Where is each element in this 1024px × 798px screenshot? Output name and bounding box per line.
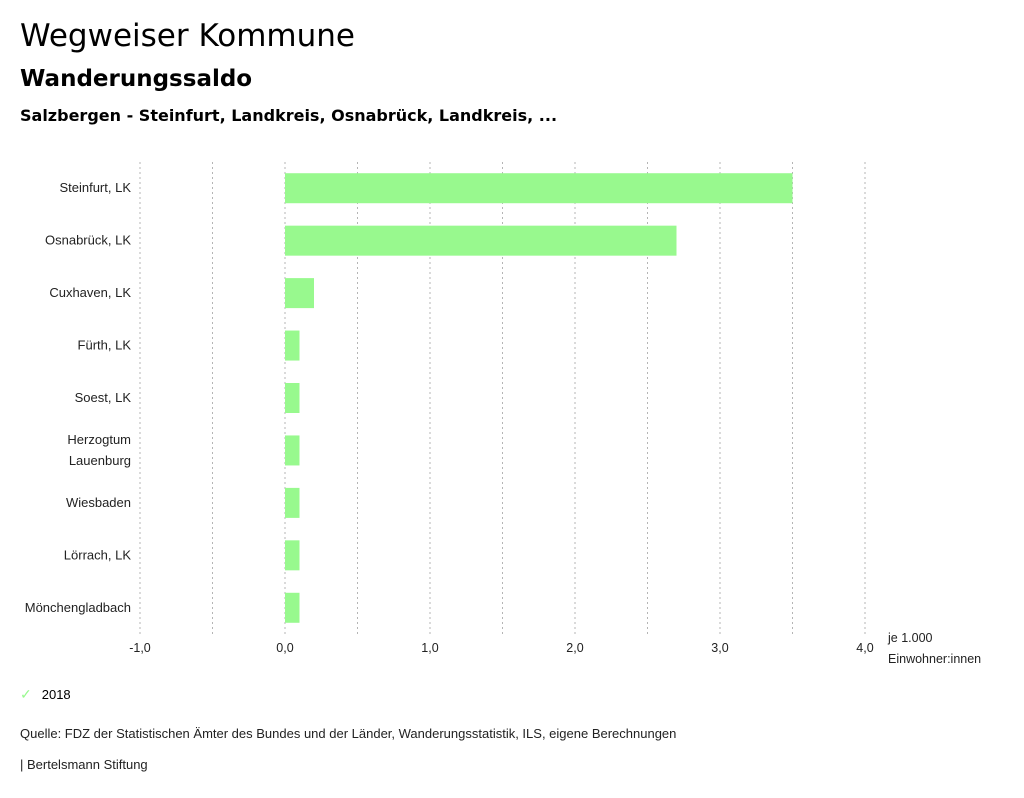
category-label: Cuxhaven, LK — [49, 285, 131, 300]
category-label: Soest, LK — [75, 390, 132, 405]
page-title: Wegweiser Kommune — [20, 18, 355, 54]
x-axis-tick-labels: -1,0 0,0 1,0 2,0 3,0 4,0 — [129, 641, 874, 655]
legend-item-2018[interactable]: ✓ 2018 — [20, 686, 71, 703]
bar-chart: Steinfurt, LK Osnabrück, LK Cuxhaven, LK Fü… — [25, 162, 874, 655]
x-tick-label: -1,0 — [129, 641, 151, 655]
x-tick-label: 1,0 — [421, 641, 438, 655]
bar[interactable] — [285, 173, 793, 204]
category-label: Steinfurt, LK — [59, 180, 131, 195]
x-tick-label: 4,0 — [856, 641, 873, 655]
bar[interactable] — [285, 540, 300, 571]
check-icon: ✓ — [20, 686, 32, 702]
bar[interactable] — [285, 225, 677, 256]
bar[interactable] — [285, 435, 300, 466]
unit-line-1: je 1.000 — [888, 631, 933, 645]
bars — [285, 173, 793, 623]
indicator-title: Wanderungssaldo — [20, 66, 253, 92]
category-label: Fürth, LK — [78, 338, 132, 353]
category-label: Osnabrück, LK — [45, 233, 131, 248]
source-note: Quelle: FDZ der Statistischen Ämter des … — [20, 726, 677, 741]
category-label: Lauenburg — [69, 453, 131, 468]
category-label: Herzogtum — [67, 432, 131, 447]
category-label: Mönchengladbach — [25, 600, 131, 615]
category-labels: Steinfurt, LK Osnabrück, LK Cuxhaven, LK Fü… — [25, 180, 132, 615]
bar[interactable] — [285, 383, 300, 413]
x-tick-label: 3,0 — [711, 641, 728, 655]
bar[interactable] — [285, 592, 300, 623]
bar[interactable] — [285, 487, 300, 518]
x-axis-unit-label: je 1.000 Einwohner:innen — [888, 628, 981, 670]
unit-line-2: Einwohner:innen — [888, 652, 982, 666]
category-label: Lörrach, LK — [64, 547, 132, 562]
legend-label: 2018 — [41, 687, 71, 702]
bar[interactable] — [285, 278, 314, 309]
credit-note: | Bertelsmann Stiftung — [20, 757, 148, 772]
x-tick-label: 2,0 — [566, 641, 583, 655]
selection-summary: Salzbergen - Steinfurt, Landkreis, Osnab… — [20, 106, 558, 125]
category-label: Wiesbaden — [66, 495, 131, 510]
bar[interactable] — [285, 330, 300, 361]
x-tick-label: 0,0 — [276, 641, 293, 655]
